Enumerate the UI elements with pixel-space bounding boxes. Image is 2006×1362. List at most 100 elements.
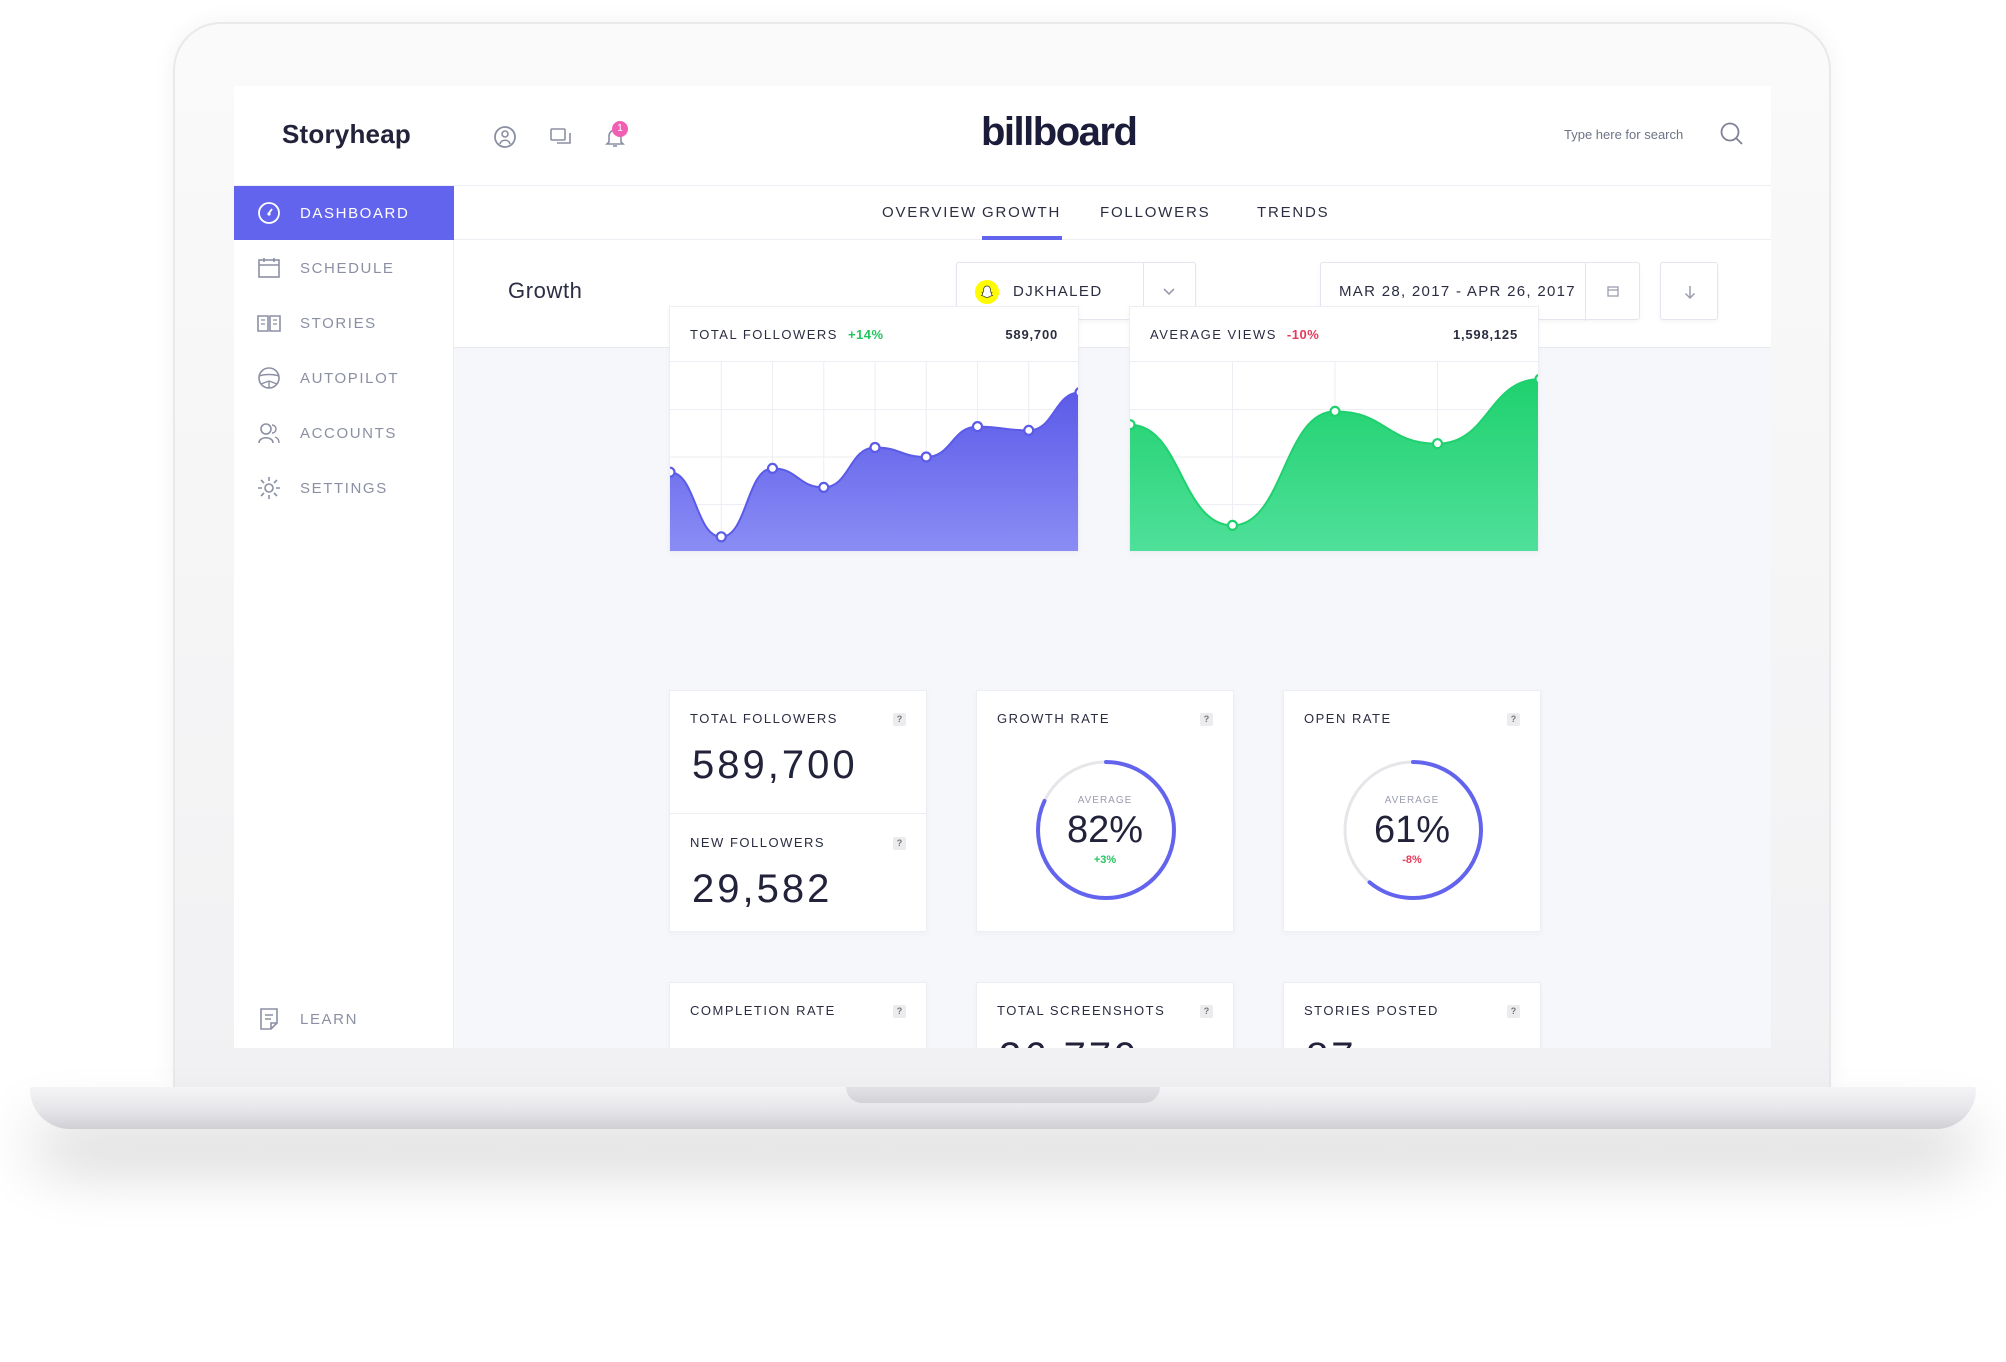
date-range-value: MAR 28, 2017 - APR 26, 2017	[1339, 283, 1576, 300]
stat-label: COMPLETION RATE	[690, 1003, 836, 1018]
sidebar-item-accounts[interactable]: ACCOUNTS	[234, 406, 454, 460]
help-icon[interactable]: ?	[1200, 713, 1213, 726]
help-icon[interactable]: ?	[893, 1005, 906, 1018]
data-point	[818, 481, 830, 494]
messages-icon[interactable]	[548, 124, 574, 150]
data-point	[1226, 519, 1239, 531]
document-icon	[260, 1008, 278, 1030]
followers-area-chart	[670, 362, 1078, 551]
download-button[interactable]	[1660, 262, 1718, 320]
stat-value: 29,582	[692, 867, 833, 911]
divider	[670, 813, 926, 814]
open-rate-card: OPEN RATE ? AVERAGE 61% -8%	[1283, 690, 1541, 932]
divider	[1130, 361, 1538, 362]
data-point	[1431, 438, 1444, 450]
account-name: DJKHALED	[1013, 283, 1103, 300]
stat-value: 36,779	[999, 1035, 1139, 1048]
ring-delta: -8%	[1402, 854, 1422, 866]
tab-growth[interactable]: GROWTH	[982, 204, 1062, 221]
app-logo[interactable]: Storyheap	[282, 119, 411, 149]
sidebar-item-label: SCHEDULE	[300, 260, 395, 277]
completion-rate-card: COMPLETION RATE ?	[669, 982, 927, 1048]
active-tab-indicator	[982, 236, 1062, 240]
sidebar-item-schedule[interactable]: SCHEDULE	[234, 241, 454, 295]
help-icon[interactable]: ?	[1507, 713, 1520, 726]
data-point	[869, 441, 881, 454]
help-icon[interactable]: ?	[1200, 1005, 1213, 1018]
brand-logo: billboard	[981, 110, 1138, 154]
gear-icon	[258, 477, 280, 499]
sidebar-item-label: SETTINGS	[300, 480, 388, 497]
divider	[1585, 263, 1586, 321]
chart-title-text: AVERAGE VIEWS	[1150, 327, 1277, 342]
book-icon	[257, 315, 281, 332]
stat-label: TOTAL SCREENSHOTS	[997, 1003, 1166, 1018]
sidebar-item-label: STORIES	[300, 315, 377, 332]
data-point	[670, 466, 676, 478]
growth-rate-card: GROWTH RATE ? AVERAGE 82% +3%	[976, 690, 1234, 932]
help-icon[interactable]: ?	[893, 837, 906, 850]
data-point	[971, 420, 984, 433]
ring-caption: AVERAGE	[1077, 795, 1133, 806]
search-input[interactable]: Type here for search	[1564, 127, 1684, 142]
chart-title: AVERAGE VIEWS -10%	[1150, 327, 1319, 342]
stat-value: 87	[1306, 1035, 1357, 1048]
ring-progress	[1036, 760, 1176, 900]
chart-total: 1,598,125	[1452, 327, 1518, 342]
calendar-icon	[258, 258, 280, 278]
chevron-down-icon[interactable]	[1161, 283, 1177, 299]
page-toolbar: Growth DJKHALED MAR 28, 2017 - APR 26, 2…	[454, 240, 1771, 348]
sidebar-item-stories[interactable]: STORIES	[234, 296, 454, 350]
views-area-chart	[1130, 362, 1538, 551]
stat-label: STORIES POSTED	[1304, 1003, 1439, 1018]
stat-label: TOTAL FOLLOWERS	[690, 711, 838, 726]
dashboard-gauge-icon	[258, 202, 280, 224]
data-point	[766, 462, 779, 475]
data-point	[1534, 373, 1538, 385]
series-area	[670, 392, 1078, 551]
tab-trends[interactable]: TRENDS	[1257, 204, 1330, 221]
followers-chart-card: TOTAL FOLLOWERS +14% 589,700	[669, 306, 1079, 552]
data-point	[715, 531, 727, 543]
data-point	[1130, 419, 1136, 431]
sidebar-item-dashboard[interactable]: DASHBOARD	[234, 186, 454, 240]
series-area	[1130, 379, 1538, 551]
series-line	[670, 391, 1078, 538]
data-point	[1329, 405, 1341, 418]
followers-stat-card: TOTAL FOLLOWERS ? 589,700 NEW FOLLOWERS …	[669, 690, 927, 932]
tab-overview[interactable]: OVERVIEW	[882, 204, 977, 221]
sidebar-item-label: AUTOPILOT	[300, 370, 400, 387]
sidebar-item-label: DASHBOARD	[300, 205, 410, 222]
growth-rate-ring	[1036, 760, 1176, 900]
ring-value: 82%	[1066, 809, 1144, 851]
help-icon[interactable]: ?	[893, 713, 906, 726]
sidebar-item-label: LEARN	[300, 1011, 359, 1028]
search-icon[interactable]	[1718, 120, 1746, 148]
tab-bar: OVERVIEW GROWTH FOLLOWERS TRENDS	[454, 186, 1771, 240]
calendar-icon[interactable]	[1605, 283, 1621, 299]
views-chart-card: AVERAGE VIEWS -10% 1,598,125	[1129, 306, 1539, 552]
laptop-notch	[846, 1087, 1160, 1103]
page-title: Growth	[508, 278, 583, 303]
ring-value: 61%	[1373, 809, 1451, 851]
help-icon[interactable]: ?	[1507, 1005, 1520, 1018]
chart-title: TOTAL FOLLOWERS +14%	[690, 327, 884, 342]
data-point	[1074, 387, 1078, 398]
screenshots-card: TOTAL SCREENSHOTS ? 36,779	[976, 982, 1234, 1048]
profile-icon[interactable]	[492, 124, 518, 150]
stat-label: GROWTH RATE	[997, 711, 1111, 726]
snapchat-icon	[975, 280, 999, 304]
divider	[670, 361, 1078, 362]
ring-delta: +3%	[1093, 854, 1117, 866]
sidebar-item-learn[interactable]: LEARN	[234, 992, 454, 1046]
sidebar-item-autopilot[interactable]: AUTOPILOT	[234, 351, 454, 405]
ring-caption: AVERAGE	[1384, 795, 1440, 806]
top-bar: Storyheap 1 billboard Type here for sear…	[234, 86, 1771, 186]
chart-title-text: TOTAL FOLLOWERS	[690, 327, 838, 342]
sidebar-item-settings[interactable]: SETTINGS	[234, 461, 454, 515]
app-screen: Storyheap 1 billboard Type here for sear…	[234, 86, 1771, 1048]
chart-change: +14%	[847, 327, 884, 342]
chart-total: 589,700	[1005, 327, 1058, 342]
series-line	[1130, 378, 1538, 527]
tab-followers[interactable]: FOLLOWERS	[1100, 204, 1211, 221]
